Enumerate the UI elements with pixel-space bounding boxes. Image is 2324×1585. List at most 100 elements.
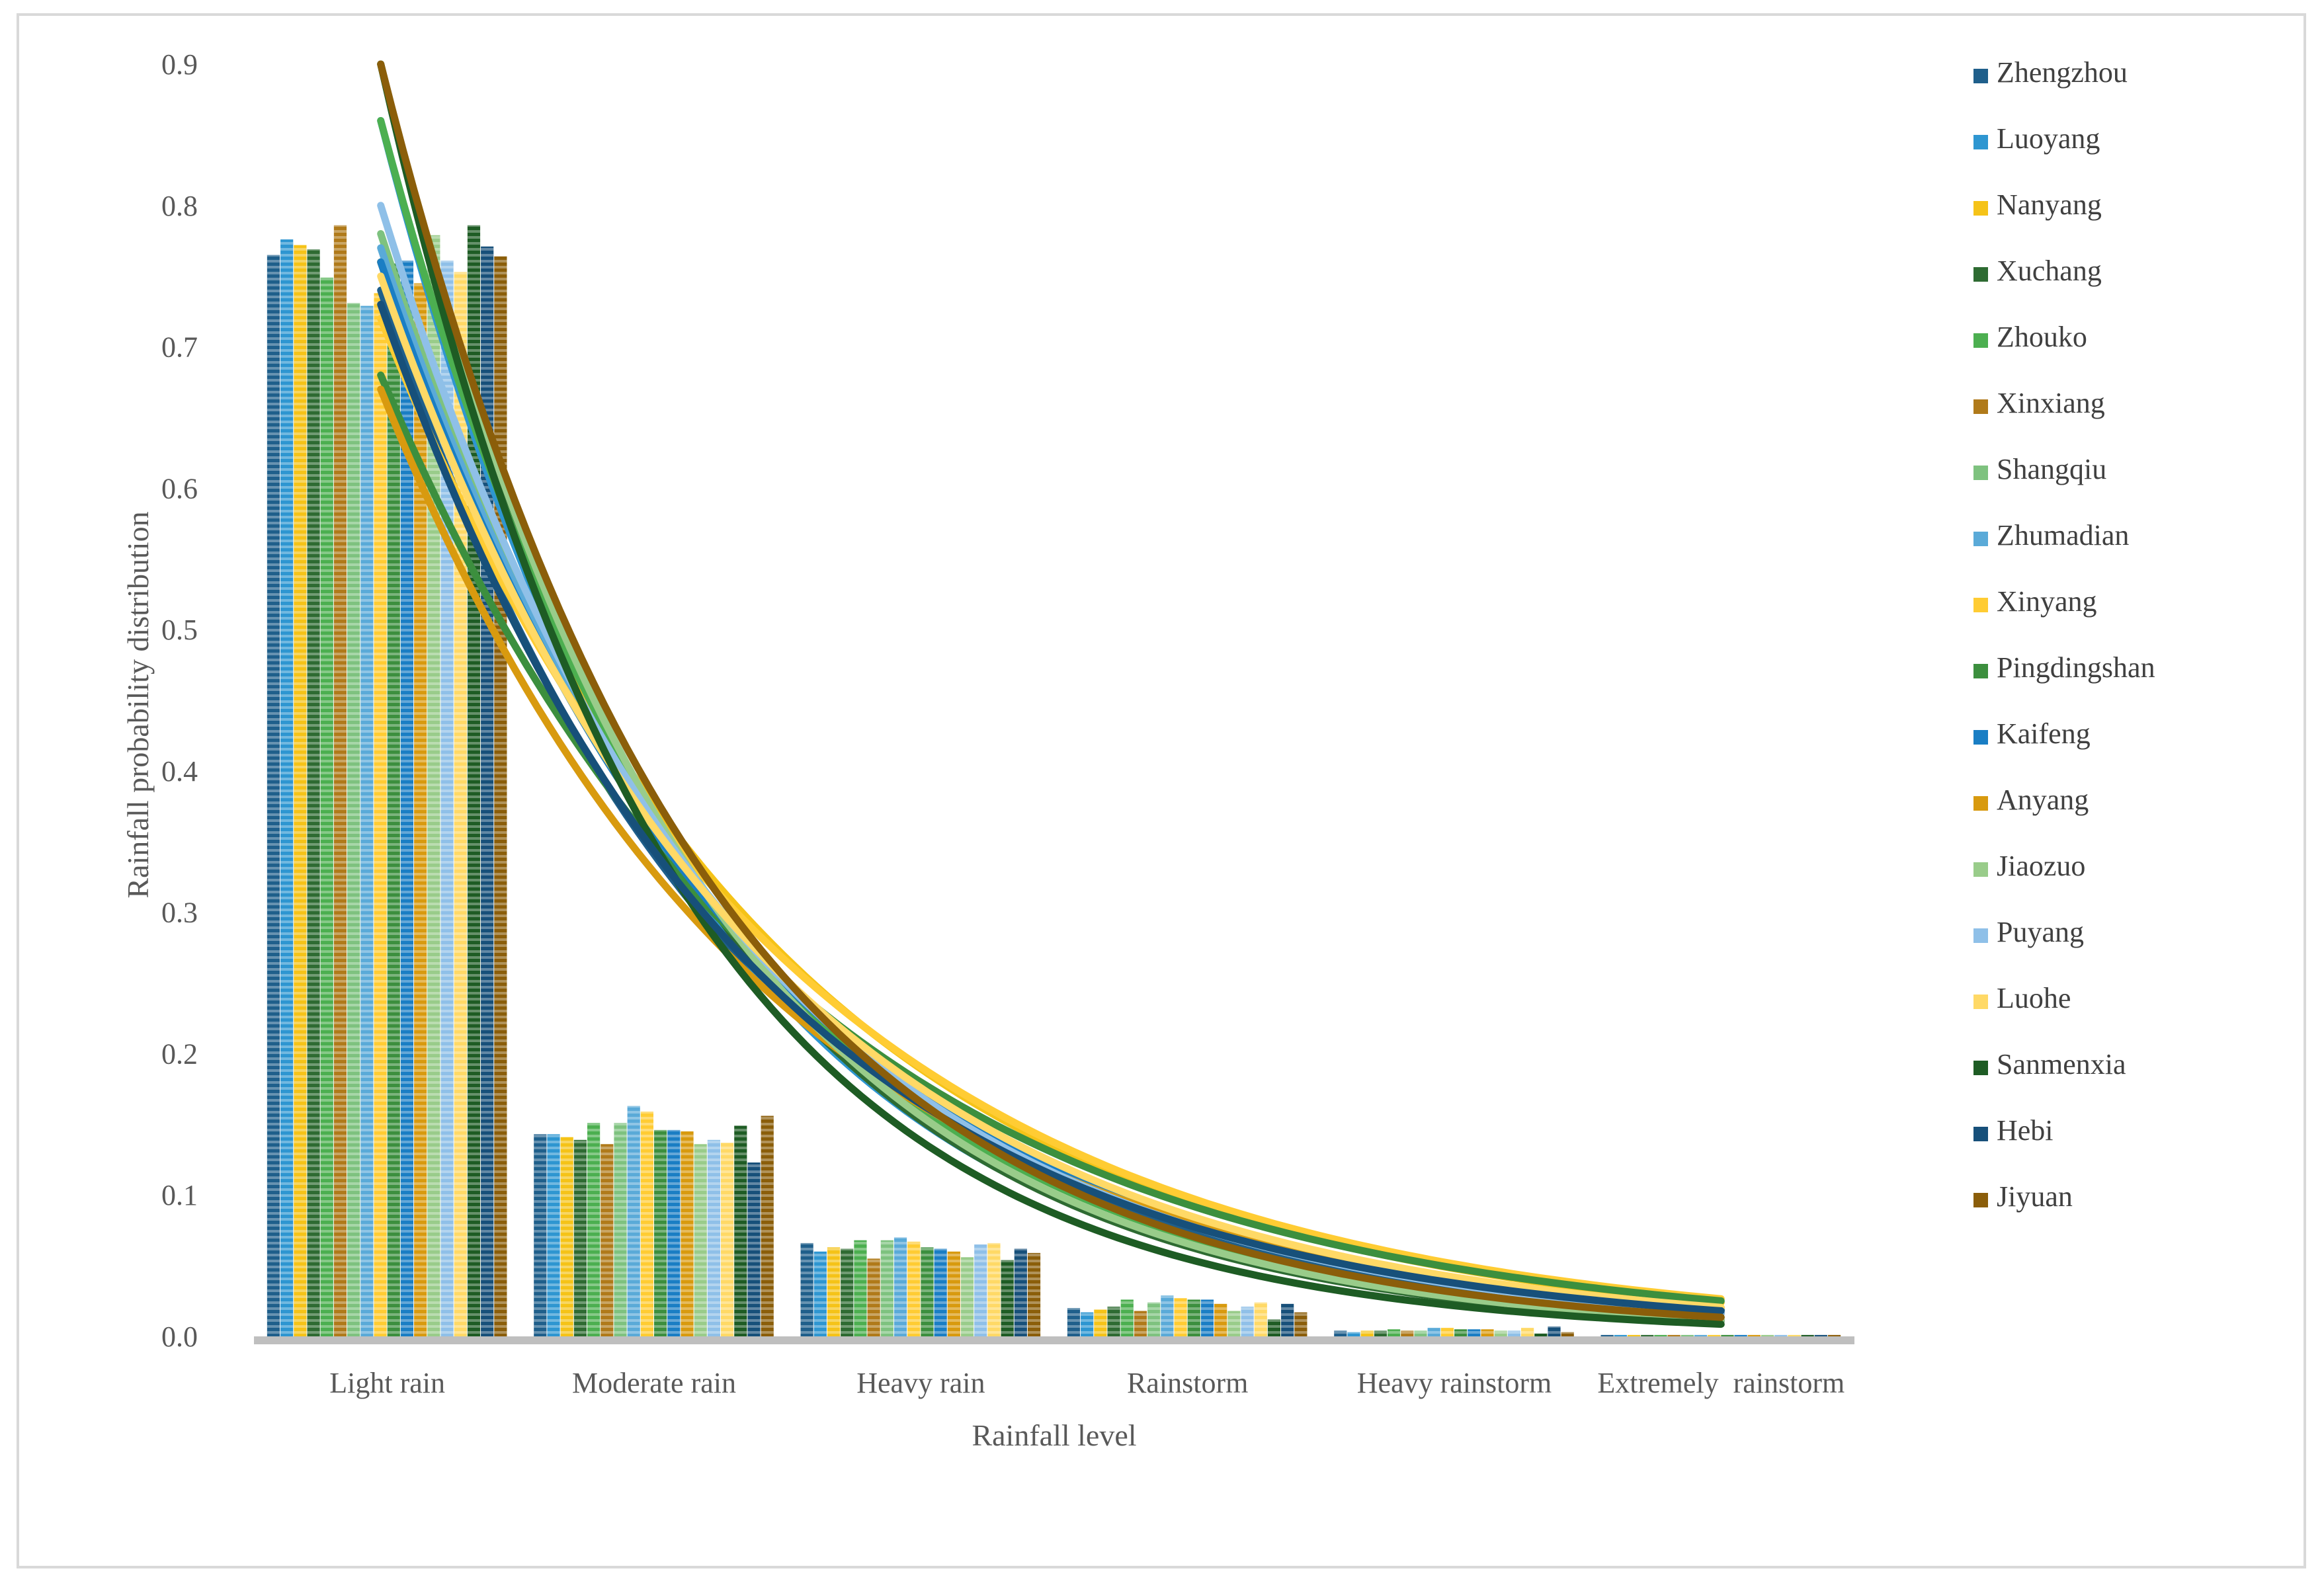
bar [747,1162,761,1336]
bar-texture [601,1144,614,1336]
bar-texture [1468,1329,1481,1336]
trendline [377,300,1725,1315]
bar-texture [1427,1328,1440,1336]
bar [1641,1334,1654,1336]
legend-entry: Zhumadian [1973,519,2129,551]
bar [1360,1330,1374,1336]
chart: 0.0 0.1 0.2 0.3 0.4 0.5 0.6 0.7 0.8 0.9 Light rai… [121,48,2155,1452]
bar-texture [1120,1299,1134,1336]
bar [1187,1299,1200,1336]
bar [1267,1319,1281,1336]
bar [1654,1334,1667,1336]
bar [761,1116,774,1336]
bar-texture [1801,1334,1814,1336]
legend-swatch [1973,333,1988,348]
bar-texture [294,245,307,1337]
bar [627,1106,640,1336]
bar [1494,1330,1507,1336]
legend-entry: Luoyang [1973,122,2100,155]
bar [1001,1260,1014,1336]
bar [734,1125,747,1336]
trendline [377,60,1725,1328]
bar-texture [921,1247,934,1336]
bar [974,1244,987,1336]
legend-label: Kaifeng [1997,717,2091,750]
legend-swatch [1973,201,1988,216]
x-tick-label: Moderate rain [572,1367,736,1399]
bar-texture [974,1244,987,1336]
bar [601,1144,614,1336]
bar [1774,1334,1788,1336]
bar [333,225,347,1336]
bar-texture [827,1247,841,1336]
bar-texture [893,1237,907,1336]
bar-texture [1227,1311,1241,1336]
bar-texture [1614,1334,1627,1336]
bar [400,261,414,1336]
legend-entry: Zhengzhou [1973,56,2128,89]
legend-swatch [1973,399,1988,414]
bar [1708,1334,1721,1336]
legend-label: Puyang [1997,916,2084,948]
bar-texture [841,1248,854,1336]
bar [387,263,400,1337]
x-tick-label: Extremely rainstorm [1597,1367,1845,1399]
legend-entry: Nanyang [1973,188,2102,221]
legend-label: Xuchang [1997,255,2102,287]
bar [267,255,280,1337]
bar [1067,1308,1081,1336]
legend-swatch [1973,1127,1988,1141]
bars [267,225,1841,1337]
bar-texture [1641,1334,1654,1336]
bar-texture [1440,1328,1454,1336]
bar [1374,1330,1387,1336]
bar [1254,1302,1267,1336]
bar [534,1134,547,1336]
bar [1334,1330,1347,1336]
bar-texture [1147,1302,1161,1336]
legend-swatch [1973,267,1988,282]
bar [800,1242,813,1336]
bar-texture [400,261,414,1336]
legend-swatch [1973,1061,1988,1075]
bar [947,1251,960,1336]
bar-texture [1774,1334,1788,1336]
bar-texture [534,1134,547,1336]
legend-entry: Jiaozuo [1973,850,2085,882]
bar [1427,1328,1440,1336]
bar [907,1241,921,1336]
bar-texture [320,277,333,1336]
bar-texture [280,239,294,1336]
bar-texture [1001,1260,1014,1336]
bar [1161,1295,1174,1336]
legend-entry: Kaifeng [1973,717,2091,750]
bar [320,277,333,1336]
legend-label: Shangqiu [1997,453,2106,485]
bar [1507,1330,1520,1336]
bar-texture [1107,1307,1120,1336]
bar [1827,1334,1841,1336]
bar [921,1247,934,1336]
bar-texture [867,1258,880,1336]
bar-texture [1214,1303,1227,1336]
bar-texture [654,1129,667,1336]
bar [694,1144,707,1336]
bar-texture [374,293,387,1336]
bar-texture [627,1106,640,1336]
bar-texture [747,1162,761,1336]
bar [1681,1334,1694,1336]
bar [1521,1328,1534,1336]
bar-texture [1014,1248,1027,1336]
bar-texture [1694,1334,1708,1336]
bar-texture [1401,1330,1414,1336]
bar [867,1258,880,1336]
bar [1614,1334,1627,1336]
legend-swatch [1973,532,1988,546]
legend-swatch [1973,995,1988,1009]
legend-entry: Hebi [1973,1114,2054,1147]
bar [987,1242,1001,1336]
bar-texture [1494,1330,1507,1336]
bar-texture [1414,1330,1427,1336]
bar [1227,1311,1241,1336]
bar [893,1237,907,1336]
